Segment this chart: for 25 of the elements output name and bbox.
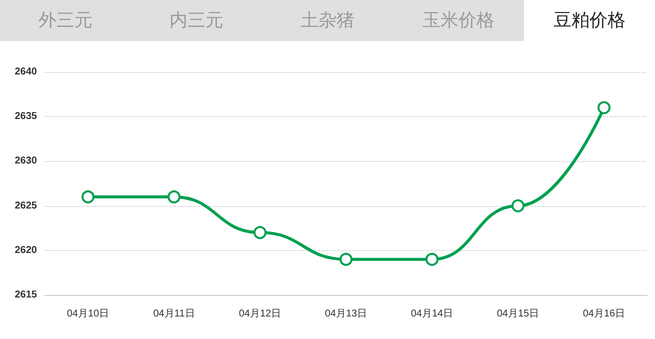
y-tick-label: 2640 — [14, 66, 38, 78]
x-tick-label: 04月16日 — [582, 308, 626, 320]
x-tick-label: 04月12日 — [238, 308, 282, 320]
point — [512, 199, 524, 212]
x-tick-label: 04月10日 — [66, 308, 110, 320]
x-tick-label: 04月11日 — [153, 308, 195, 320]
y-tick-label: 2620 — [14, 244, 38, 256]
text: 玉米价格 — [422, 9, 496, 33]
x-tick-label: 04月14日 — [410, 308, 454, 320]
x-tick-label: 04月15日 — [496, 308, 540, 320]
point — [598, 101, 610, 114]
point — [82, 190, 94, 204]
y-tick-label: 2630 — [14, 156, 38, 167]
y-tick-label: 2625 — [14, 200, 38, 212]
point — [340, 252, 352, 266]
text: 外三元 — [38, 9, 94, 33]
chart-title: 豆粕价格 — [524, 0, 655, 41]
point — [426, 252, 438, 266]
point — [254, 226, 266, 240]
y-tick-label: 2615 — [14, 290, 38, 300]
text: 土杂猪 — [300, 9, 356, 33]
text: 内三元 — [168, 9, 224, 33]
y-tick-label: 2635 — [14, 111, 38, 122]
point — [168, 190, 180, 204]
x-tick-label: 04月13日 — [324, 308, 368, 320]
